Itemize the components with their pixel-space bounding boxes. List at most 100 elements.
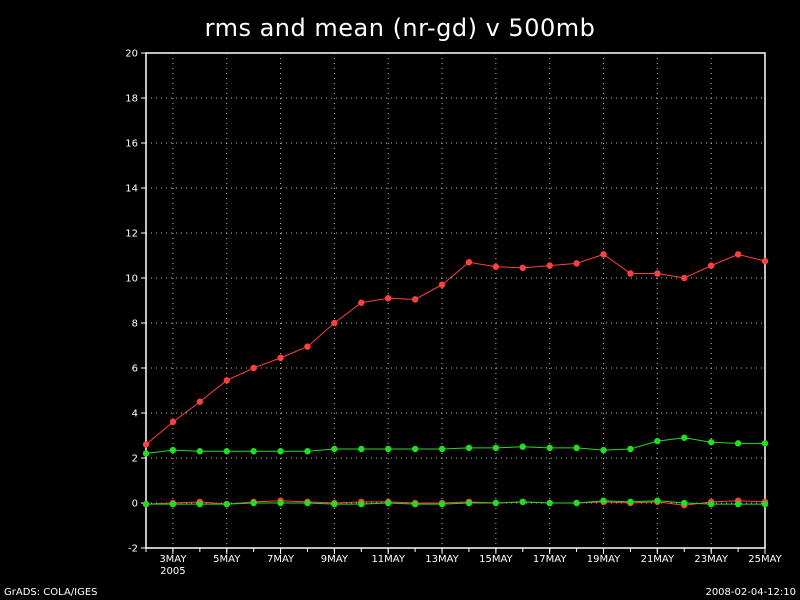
data-point [250,448,257,455]
x-tick-label: 15MAY [479,554,513,565]
data-point [169,500,177,508]
data-point [358,500,365,508]
data-point [196,398,204,405]
data-point [546,262,553,269]
data-point [331,319,338,327]
series-3 [142,497,769,509]
series-group [142,251,769,509]
data-point [519,264,526,272]
data-point [304,448,311,455]
y-tick-label: 2 [132,454,138,465]
data-point [169,418,177,426]
series-4 [142,497,769,508]
data-point [734,440,742,447]
data-point [196,500,204,508]
x-tick-label: 5MAY [213,554,241,565]
data-point [411,500,419,508]
data-point [707,262,715,269]
y-tick-label: -2 [128,544,138,555]
data-point [250,499,257,507]
data-point [761,500,769,508]
data-point [304,343,311,350]
x-tick-label: 13MAY [425,554,459,565]
x-tick-label: 11MAY [371,554,405,565]
x-tick-label: 21MAY [641,554,675,565]
x-tick-label: 9MAY [321,554,349,565]
footer-credit: GrADS: COLA/IGES [4,587,98,598]
data-point [600,251,607,258]
data-point [546,444,553,452]
data-point [223,377,230,384]
data-point [385,499,392,507]
y-tick-label: 4 [132,409,138,420]
data-point [707,439,715,446]
data-point [519,498,526,506]
data-point [654,497,661,504]
x-tick-label: 7MAY [267,554,295,565]
data-point [681,274,688,282]
data-point [734,500,742,508]
y-tick-label: 14 [125,184,138,195]
y-tick-label: 10 [125,274,138,285]
data-point [600,446,607,454]
data-point [277,499,284,507]
series-2 [142,434,769,457]
y-tick-label: 20 [125,49,138,60]
series-line [145,437,765,454]
data-point [627,445,634,453]
data-point [573,444,580,452]
y-tick-label: 8 [132,319,138,330]
data-point [169,446,177,454]
y-tick-label: 6 [132,364,138,375]
data-point [465,259,473,266]
data-point [600,497,607,504]
data-point [492,444,500,452]
data-point [438,281,446,288]
data-point [573,260,580,267]
data-point [385,295,392,302]
x-tick-label: 19MAY [587,554,621,565]
chart-title: rms and mean (nr-gd) v 500mb [204,14,596,42]
data-point [761,440,769,447]
data-point [761,257,769,265]
data-point [250,364,257,372]
data-point [438,500,446,508]
data-point [654,270,661,277]
data-point [627,498,634,506]
data-point [681,499,688,507]
data-point [277,448,284,455]
y-tick-label: 12 [125,229,138,240]
data-point [492,263,500,270]
x-tick-label: 3MAY [159,554,187,565]
data-point [411,296,419,303]
data-point [627,270,634,277]
data-point [142,500,150,508]
x-tick-label: 25MAY [748,554,782,565]
x-tick-label: 17MAY [533,554,567,565]
series-line [146,500,765,505]
data-point [438,445,446,453]
axes: -2 0 2 4 6 8 10 12 14 16 18 20 3MAY 5MAY 7MAY 9MAY 11MAY… [125,49,782,578]
x-year-label: 2005 [160,566,185,577]
data-point [707,500,715,508]
data-point [734,251,742,258]
footer-timestamp: 2008-02-04-12:10 [705,587,796,598]
grid [146,53,765,548]
data-point [358,445,365,453]
data-point [331,500,338,508]
data-point [142,450,150,457]
series-line [145,500,766,506]
data-point [465,499,473,507]
data-point [358,299,365,306]
data-point [277,354,284,362]
data-point [196,448,204,455]
data-point [411,445,419,453]
data-point [223,448,230,455]
x-tick-label: 23MAY [694,554,728,565]
data-point [492,499,500,507]
data-point [223,500,230,508]
plot-frame [145,52,766,549]
y-tick-label: 18 [125,94,138,105]
y-tick-label: 16 [125,139,138,150]
